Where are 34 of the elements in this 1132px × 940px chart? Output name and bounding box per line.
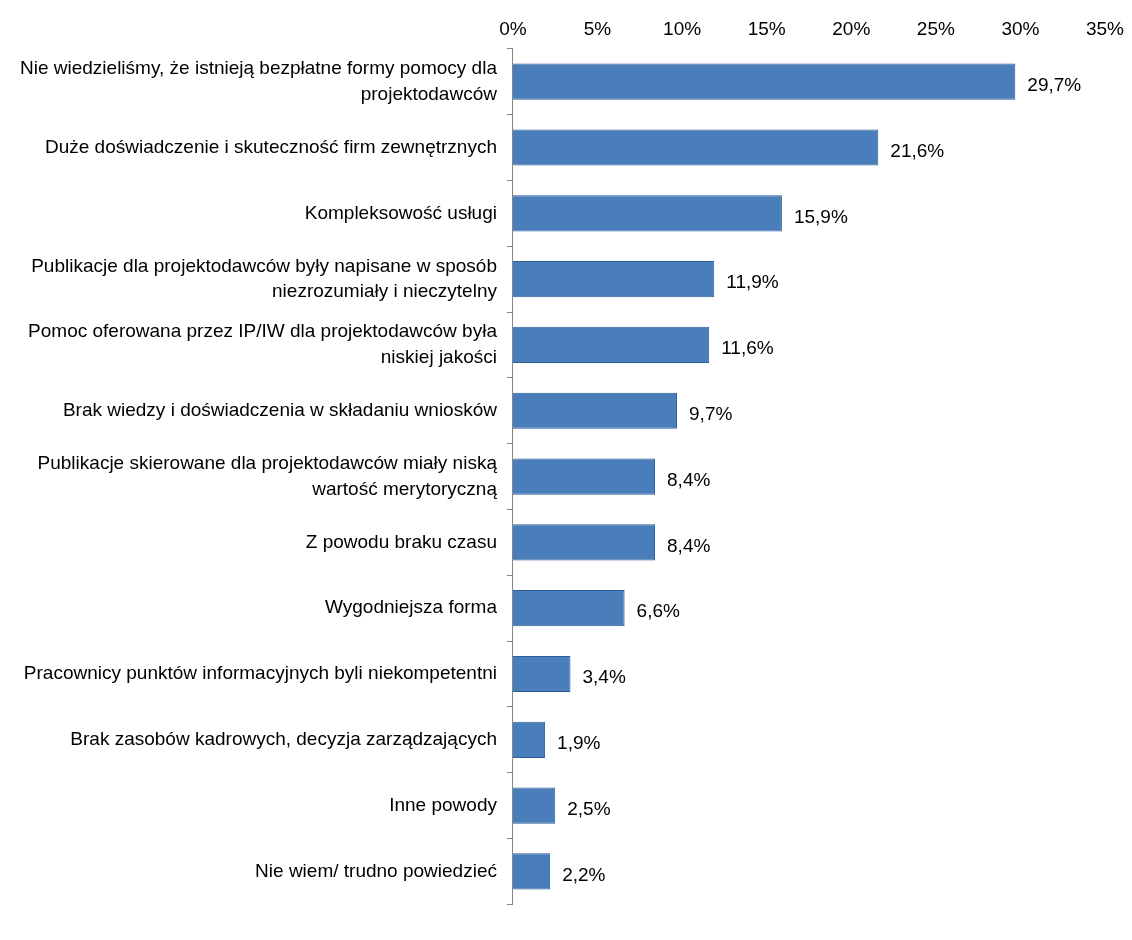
y-tick-label: Z powodu braku czasu <box>305 530 497 552</box>
data-label: 2,5% <box>567 797 611 819</box>
y-tick-label: Duże doświadczenie i skuteczność firm zewnętrznych <box>44 135 497 157</box>
y-tick-label: Inne powody <box>389 793 498 815</box>
data-label: 21,6% <box>890 139 945 161</box>
y-tick-label: Nie wiem/ trudno powiedzieć <box>255 859 497 881</box>
data-label: 29,7% <box>1027 73 1082 95</box>
data-label: 11,6% <box>721 337 774 359</box>
x-tick-label: 15% <box>747 17 786 39</box>
y-tick-label: Nie wiedzieliśmy, że istnieją bezpłatne formy pomocy dla projektodawców <box>19 57 498 104</box>
y-tick-label: Pracownicy punktów informacyjnych byli niekompetentni <box>23 662 497 684</box>
x-tick-label: 10% <box>663 17 702 39</box>
x-tick-label: 35% <box>1085 17 1125 39</box>
y-tick-label: Publikacje dla projektodawców były napisane w sposób niezrozumiały i nieczytelny <box>31 254 498 302</box>
data-label: 2,2% <box>562 863 606 885</box>
y-tick-label: Publikacje skierowane dla projektodawców miały niską wartość merytoryczną <box>37 451 498 499</box>
data-label: 8,4% <box>667 534 711 556</box>
y-tick-label: Brak zasobów kadrowych, decyzja zarządzających <box>70 728 497 750</box>
y-tick-label: Brak wiedzy i doświadczenia w składaniu wniosków <box>62 399 498 420</box>
y-tick-label: Pomoc oferowana przez IP/IW dla projektodawców była niskiej jakości <box>28 320 498 368</box>
data-label: 1,9% <box>557 732 601 754</box>
x-tick-label: 0% <box>499 17 527 39</box>
data-label: 15,9% <box>793 205 848 227</box>
x-tick-label: 30% <box>1001 17 1040 39</box>
x-tick-label: 25% <box>916 17 955 39</box>
y-tick-label: Kompleksowość usługi <box>304 201 497 223</box>
data-label: 6,6% <box>636 600 681 622</box>
data-label: 9,7% <box>689 403 733 424</box>
y-tick-label: Wygodniejsza forma <box>324 596 498 618</box>
x-tick-label: 5% <box>583 17 612 39</box>
data-label: 8,4% <box>667 468 711 490</box>
data-label: 11,9% <box>726 271 779 293</box>
data-label: 3,4% <box>582 666 626 688</box>
x-tick-label: 20% <box>832 17 871 39</box>
